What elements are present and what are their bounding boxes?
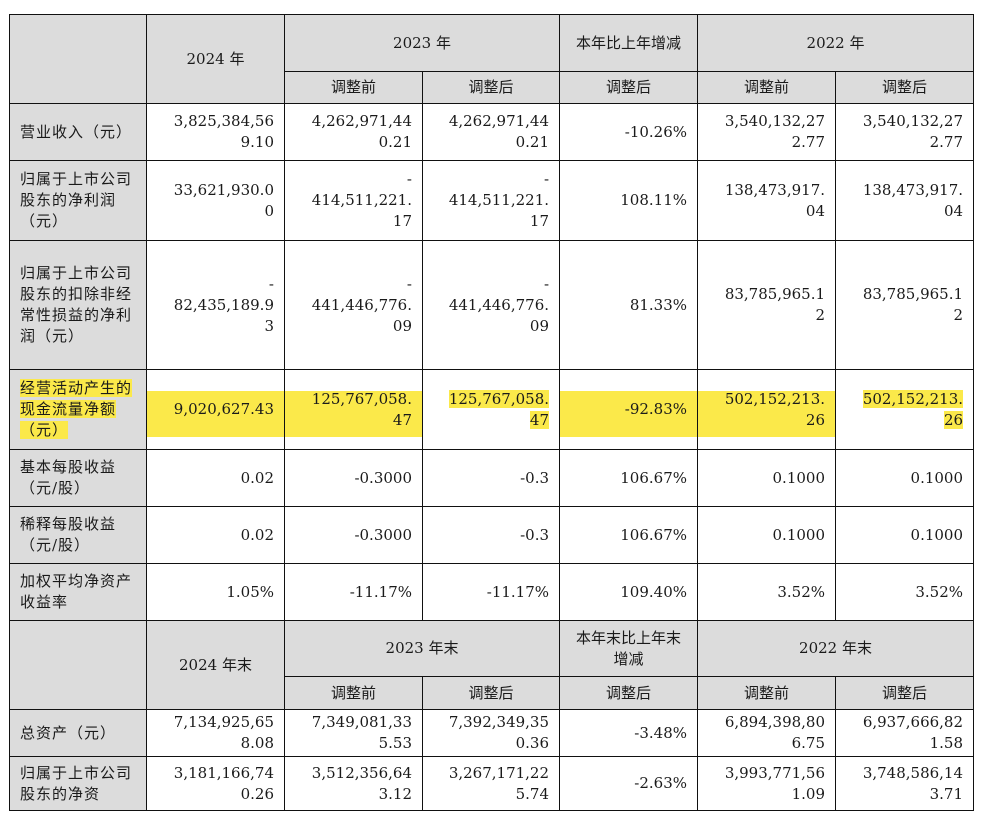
row-label: 基本每股收益（元/股） — [9, 449, 147, 507]
header-2023-after: 调整后 — [421, 71, 561, 104]
row-label: 总资产（元） — [9, 709, 147, 757]
table-row-diluted-eps: 稀释每股收益（元/股） 0.02 -0.3000 -0.3 106.67% 0.… — [9, 506, 975, 564]
header-change-end-after: 调整后 — [559, 676, 699, 710]
cell-change: 106.67% — [559, 506, 699, 564]
table-row-adjusted-net-profit: 归属于上市公司股东的扣除非经常性损益的净利润（元） -82,435,189.9 3… — [9, 240, 975, 370]
header-change-end: 本年末比上年末增减 — [559, 620, 699, 677]
header-2023-end-before: 调整前 — [284, 676, 423, 710]
header-2023-before: 调整前 — [284, 71, 423, 104]
header-blank — [9, 14, 147, 104]
header-2022-end: 2022 年末 — [697, 620, 975, 677]
cell-2023-before: -414,511,221. 17 — [284, 160, 423, 241]
cell-change: 109.40% — [559, 563, 699, 621]
cell-2022-after: 138,473,917. 04 — [835, 160, 975, 241]
header-blank — [9, 620, 147, 710]
header-2023-end: 2023 年末 — [283, 620, 561, 677]
row-label-highlighted: 经营活动产生的现金流量净额（元） — [9, 369, 147, 450]
cell-change-highlighted: -92.83% — [559, 369, 699, 450]
cell-2023-before: 4,262,971,44 0.21 — [284, 103, 423, 161]
cell-2022-after: 83,785,965.1 2 — [835, 240, 975, 370]
cell-2023-after: -11.17% — [421, 563, 561, 621]
row-label: 营业收入（元） — [9, 103, 147, 161]
row-label: 稀释每股收益（元/股） — [9, 506, 147, 564]
row-label: 归属于上市公司股东的净利润（元） — [9, 160, 147, 241]
cell-2024: 0.02 — [146, 449, 285, 507]
cell-2023-before: -0.3000 — [284, 506, 423, 564]
cell-2022-before: 138,473,917. 04 — [697, 160, 837, 241]
header-2022: 2022 年 — [697, 14, 975, 72]
cell-2023-end-after: 3,267,171,22 5.74 — [421, 756, 561, 811]
cell-2023-before: -11.17% — [284, 563, 423, 621]
table-row-roe: 加权平均净资产收益率 1.05% -11.17% -11.17% 109.40%… — [9, 563, 975, 621]
cell-2022-end-after: 3,748,586,14 3.71 — [835, 756, 975, 811]
row-label: 加权平均净资产收益率 — [9, 563, 147, 621]
cell-2022-after: 0.1000 — [835, 449, 975, 507]
header-2024-end: 2024 年末 — [146, 620, 285, 710]
cell-2022-before: 3,540,132,27 2.77 — [697, 103, 837, 161]
cell-2023-after-highlighted: 125,767,058. 47 — [421, 369, 561, 450]
header-2022-before: 调整前 — [697, 71, 837, 104]
cell-change: -10.26% — [559, 103, 699, 161]
cell-2024: -82,435,189.9 3 — [146, 240, 285, 370]
header-2023: 2023 年 — [283, 14, 561, 72]
cell-2022-end-before: 6,894,398,80 6.75 — [697, 709, 837, 757]
cell-2022-after: 3,540,132,27 2.77 — [835, 103, 975, 161]
cell-2022-end-after: 6,937,666,82 1.58 — [835, 709, 975, 757]
cell-2022-after-highlighted: 502,152,213. 26 — [835, 369, 975, 450]
cell-2022-after: 3.52% — [835, 563, 975, 621]
cell-change: -2.63% — [559, 756, 699, 811]
cell-2023-after: -414,511,221. 17 — [421, 160, 561, 241]
cell-2024-end: 7,134,925,65 8.08 — [146, 709, 285, 757]
cell-2023-end-before: 3,512,356,64 3.12 — [284, 756, 423, 811]
table-row-basic-eps: 基本每股收益（元/股） 0.02 -0.3000 -0.3 106.67% 0.… — [9, 449, 975, 507]
cell-2023-before-highlighted: 125,767,058. 47 — [284, 369, 423, 450]
cell-2022-before: 0.1000 — [697, 449, 837, 507]
table-row-revenue: 营业收入（元） 3,825,384,56 9.10 4,262,971,44 0.2… — [9, 103, 975, 161]
cell-2022-before: 3.52% — [697, 563, 837, 621]
cell-2023-after: 4,262,971,44 0.21 — [421, 103, 561, 161]
header-2022-after: 调整后 — [835, 71, 975, 104]
header-change-after: 调整后 — [559, 71, 699, 104]
cell-change: 81.33% — [559, 240, 699, 370]
cell-change: 106.67% — [559, 449, 699, 507]
cell-2023-after: -0.3 — [421, 449, 561, 507]
financial-summary-table: 2024 年 2023 年 本年比上年增减 2022 年 调整前 调整后 调整后… — [9, 14, 975, 811]
table-row-total-assets: 总资产（元） 7,134,925,65 8.08 7,349,081,33 5.53… — [9, 709, 975, 757]
table-row-operating-cash-flow: 经营活动产生的现金流量净额（元） 9,020,627.43 125,767,05… — [9, 369, 975, 450]
header-2023-end-after: 调整后 — [421, 676, 561, 710]
cell-2022-after: 0.1000 — [835, 506, 975, 564]
cell-change: 108.11% — [559, 160, 699, 241]
table-row-net-profit: 归属于上市公司股东的净利润（元） 33,621,930.0 0 -414,511,… — [9, 160, 975, 241]
cell-2023-after: -0.3 — [421, 506, 561, 564]
cell-2022-end-before: 3,993,771,56 1.09 — [697, 756, 837, 811]
cell-2024: 3,825,384,56 9.10 — [146, 103, 285, 161]
cell-2022-before: 0.1000 — [697, 506, 837, 564]
row-label: 归属于上市公司股东的净资 — [9, 756, 147, 811]
header-2022-end-after: 调整后 — [835, 676, 975, 710]
header-2024: 2024 年 — [146, 14, 285, 104]
cell-2022-before: 83,785,965.1 2 — [697, 240, 837, 370]
header-change: 本年比上年增减 — [559, 14, 699, 72]
cell-change: -3.48% — [559, 709, 699, 757]
cell-2023-after: -441,446,776. 09 — [421, 240, 561, 370]
cell-2024-highlighted: 9,020,627.43 — [146, 369, 285, 450]
cell-2023-end-after: 7,392,349,35 0.36 — [421, 709, 561, 757]
cell-2024-end: 3,181,166,74 0.26 — [146, 756, 285, 811]
cell-2023-end-before: 7,349,081,33 5.53 — [284, 709, 423, 757]
cell-2024: 1.05% — [146, 563, 285, 621]
header-2022-end-before: 调整前 — [697, 676, 837, 710]
table-row-net-assets: 归属于上市公司股东的净资 3,181,166,74 0.26 3,512,356,… — [9, 756, 975, 811]
cell-2022-before-highlighted: 502,152,213. 26 — [697, 369, 837, 450]
row-label: 归属于上市公司股东的扣除非经常性损益的净利润（元） — [9, 240, 147, 370]
cell-2024: 33,621,930.0 0 — [146, 160, 285, 241]
cell-2023-before: -441,446,776. 09 — [284, 240, 423, 370]
cell-2023-before: -0.3000 — [284, 449, 423, 507]
cell-2024: 0.02 — [146, 506, 285, 564]
